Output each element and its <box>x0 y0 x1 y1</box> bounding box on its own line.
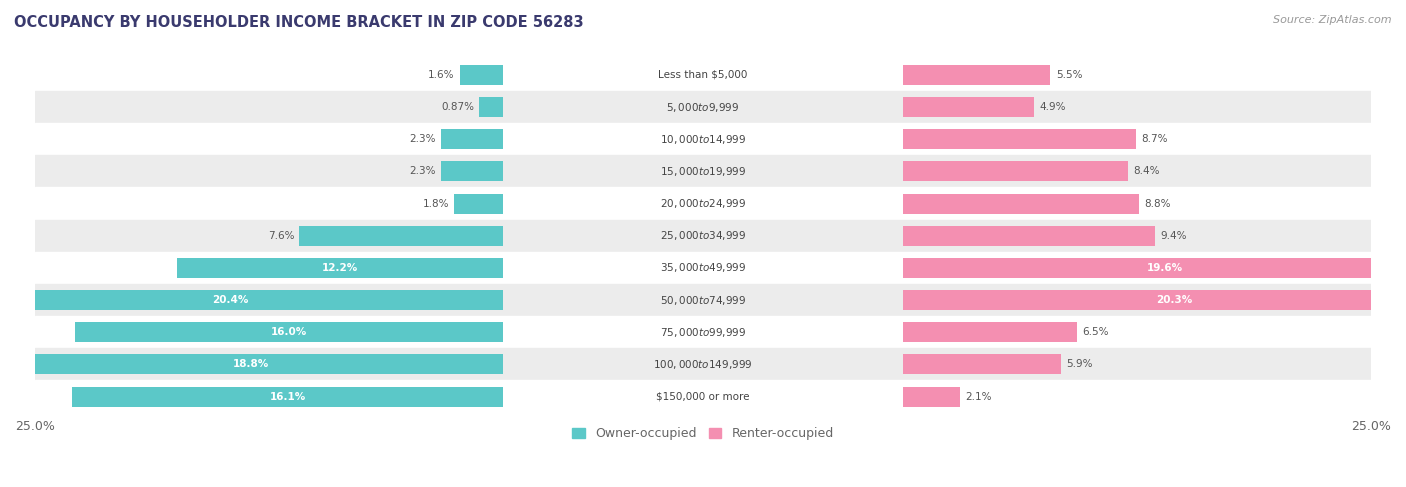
Text: 2.3%: 2.3% <box>409 167 436 176</box>
Bar <box>904 65 1050 85</box>
Bar <box>35 123 1371 155</box>
Text: 0.87%: 0.87% <box>441 102 474 112</box>
Bar <box>454 194 502 213</box>
Text: $15,000 to $19,999: $15,000 to $19,999 <box>659 165 747 178</box>
Bar <box>72 387 502 407</box>
Bar <box>35 284 1371 316</box>
Bar <box>441 129 502 149</box>
Bar <box>35 316 1371 348</box>
Bar <box>35 220 1371 252</box>
Text: 1.6%: 1.6% <box>427 70 454 80</box>
Text: 8.8%: 8.8% <box>1144 199 1170 208</box>
Text: $35,000 to $49,999: $35,000 to $49,999 <box>659 262 747 274</box>
Bar <box>479 97 502 117</box>
Text: 16.0%: 16.0% <box>271 327 307 337</box>
Text: Source: ZipAtlas.com: Source: ZipAtlas.com <box>1274 15 1392 25</box>
Text: $50,000 to $74,999: $50,000 to $74,999 <box>659 294 747 307</box>
Bar <box>904 290 1406 310</box>
Text: $25,000 to $34,999: $25,000 to $34,999 <box>659 229 747 242</box>
Text: 9.4%: 9.4% <box>1160 231 1187 241</box>
Text: 12.2%: 12.2% <box>322 263 357 273</box>
Bar <box>299 226 502 246</box>
Bar <box>904 322 1077 342</box>
Text: 18.8%: 18.8% <box>233 359 270 370</box>
Text: $20,000 to $24,999: $20,000 to $24,999 <box>659 197 747 210</box>
Text: OCCUPANCY BY HOUSEHOLDER INCOME BRACKET IN ZIP CODE 56283: OCCUPANCY BY HOUSEHOLDER INCOME BRACKET … <box>14 15 583 30</box>
Text: $75,000 to $99,999: $75,000 to $99,999 <box>659 326 747 339</box>
Bar <box>904 387 959 407</box>
Bar <box>904 258 1406 278</box>
Text: 16.1%: 16.1% <box>270 392 305 402</box>
Text: 2.1%: 2.1% <box>965 392 991 402</box>
Text: 20.4%: 20.4% <box>212 295 249 305</box>
Bar <box>177 258 502 278</box>
Bar <box>0 355 502 375</box>
Text: 20.3%: 20.3% <box>1157 295 1192 305</box>
Text: 6.5%: 6.5% <box>1083 327 1109 337</box>
Bar <box>904 129 1136 149</box>
Text: 8.7%: 8.7% <box>1142 134 1168 144</box>
Text: $150,000 or more: $150,000 or more <box>657 392 749 402</box>
Text: 5.5%: 5.5% <box>1056 70 1083 80</box>
Bar <box>35 348 1371 380</box>
Text: 7.6%: 7.6% <box>267 231 294 241</box>
Text: 4.9%: 4.9% <box>1039 102 1066 112</box>
Bar <box>35 252 1371 284</box>
Bar <box>904 194 1139 213</box>
Bar <box>35 187 1371 220</box>
Bar <box>35 380 1371 412</box>
Bar <box>904 97 1035 117</box>
Bar <box>0 290 502 310</box>
Text: 8.4%: 8.4% <box>1133 167 1160 176</box>
Text: 19.6%: 19.6% <box>1147 263 1184 273</box>
Bar <box>904 161 1128 181</box>
Legend: Owner-occupied, Renter-occupied: Owner-occupied, Renter-occupied <box>568 422 838 445</box>
Bar <box>35 155 1371 187</box>
Bar <box>441 161 502 181</box>
Text: 5.9%: 5.9% <box>1066 359 1092 370</box>
Bar <box>75 322 502 342</box>
Text: $10,000 to $14,999: $10,000 to $14,999 <box>659 133 747 146</box>
Bar <box>35 91 1371 123</box>
Text: Less than $5,000: Less than $5,000 <box>658 70 748 80</box>
Text: $5,000 to $9,999: $5,000 to $9,999 <box>666 101 740 113</box>
Text: 2.3%: 2.3% <box>409 134 436 144</box>
Text: 1.8%: 1.8% <box>423 199 449 208</box>
Bar <box>460 65 502 85</box>
Bar <box>35 59 1371 91</box>
Bar <box>904 226 1154 246</box>
Text: $100,000 to $149,999: $100,000 to $149,999 <box>654 358 752 371</box>
Bar <box>904 355 1062 375</box>
